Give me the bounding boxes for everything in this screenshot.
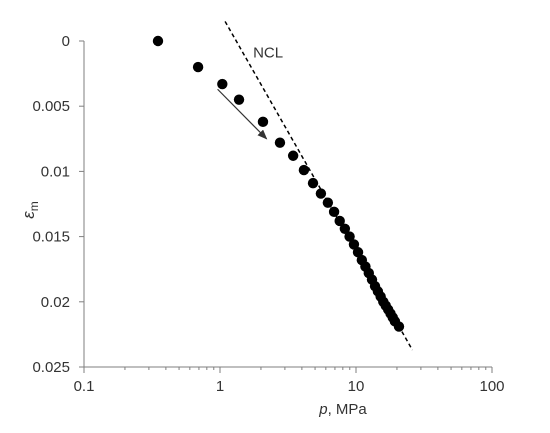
data-point	[315, 188, 327, 199]
y-tick-label: 0.01	[41, 163, 70, 180]
data-point	[192, 61, 204, 73]
data-point	[287, 150, 299, 161]
data-point	[328, 206, 340, 218]
x-axis-label-unit: , MPa	[328, 401, 368, 418]
y-tick-label: 0.005	[32, 98, 70, 115]
x-tick-label: 1	[216, 378, 224, 395]
x-tick-label: 0.1	[74, 378, 95, 395]
data-point	[152, 35, 164, 47]
data-point	[233, 94, 245, 105]
data-point	[298, 164, 310, 176]
x-axis-label-var: p	[318, 401, 327, 418]
axes	[83, 41, 492, 368]
data-point	[217, 78, 228, 90]
x-axis-label: p, MPa	[318, 401, 367, 418]
data-point	[344, 231, 355, 242]
x-tick-label: 100	[479, 378, 504, 395]
y-axis-label-sub: m	[27, 201, 41, 211]
data-point	[393, 321, 405, 332]
y-tick-label: 0.025	[32, 359, 70, 376]
data-point	[339, 223, 351, 234]
y-ticks: 0 0.005 0.01 0.015 0.02 0.025	[32, 33, 84, 376]
y-tick-label: 0.015	[32, 229, 70, 246]
y-tick-label: 0.02	[41, 294, 70, 311]
x-tick-label: 10	[348, 378, 365, 395]
ncl-label: NCL	[253, 44, 283, 61]
direction-arrow	[217, 88, 268, 140]
data-point	[307, 177, 319, 189]
x-ticks: 0.1 1 10 100	[74, 367, 505, 395]
y-tick-label: 0	[62, 33, 70, 50]
y-axis-label: εm	[19, 201, 41, 218]
data-point	[334, 215, 345, 227]
data-point	[257, 116, 269, 128]
data-point	[352, 247, 364, 258]
y-axis-label-var: ε	[19, 211, 38, 219]
data-points	[152, 35, 405, 332]
data-point	[274, 137, 286, 148]
data-point	[322, 197, 334, 208]
arrow-group	[217, 88, 268, 140]
data-point	[348, 239, 360, 250]
